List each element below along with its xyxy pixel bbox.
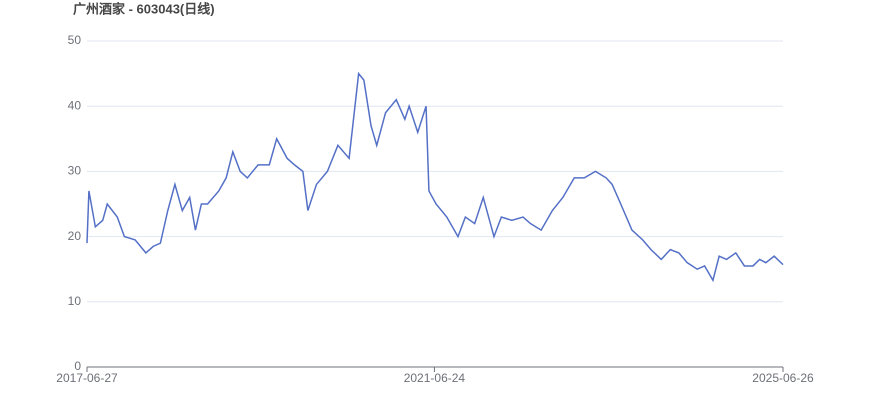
y-tick-label: 10 <box>68 294 82 308</box>
y-tick-label: 20 <box>68 229 82 243</box>
x-tick-label: 2017-06-27 <box>56 371 118 385</box>
x-tick-label: 2025-06-26 <box>752 371 814 385</box>
y-tick-label: 40 <box>68 98 82 112</box>
x-tick-label: 2021-06-24 <box>404 371 466 385</box>
chart-title: 广州酒家 - 603043(日线) <box>73 1 215 16</box>
y-tick-label: 30 <box>68 164 82 178</box>
line <box>86 71 784 283</box>
y-tick-label: 50 <box>68 33 82 47</box>
y-tick-label: 0 <box>74 359 81 373</box>
